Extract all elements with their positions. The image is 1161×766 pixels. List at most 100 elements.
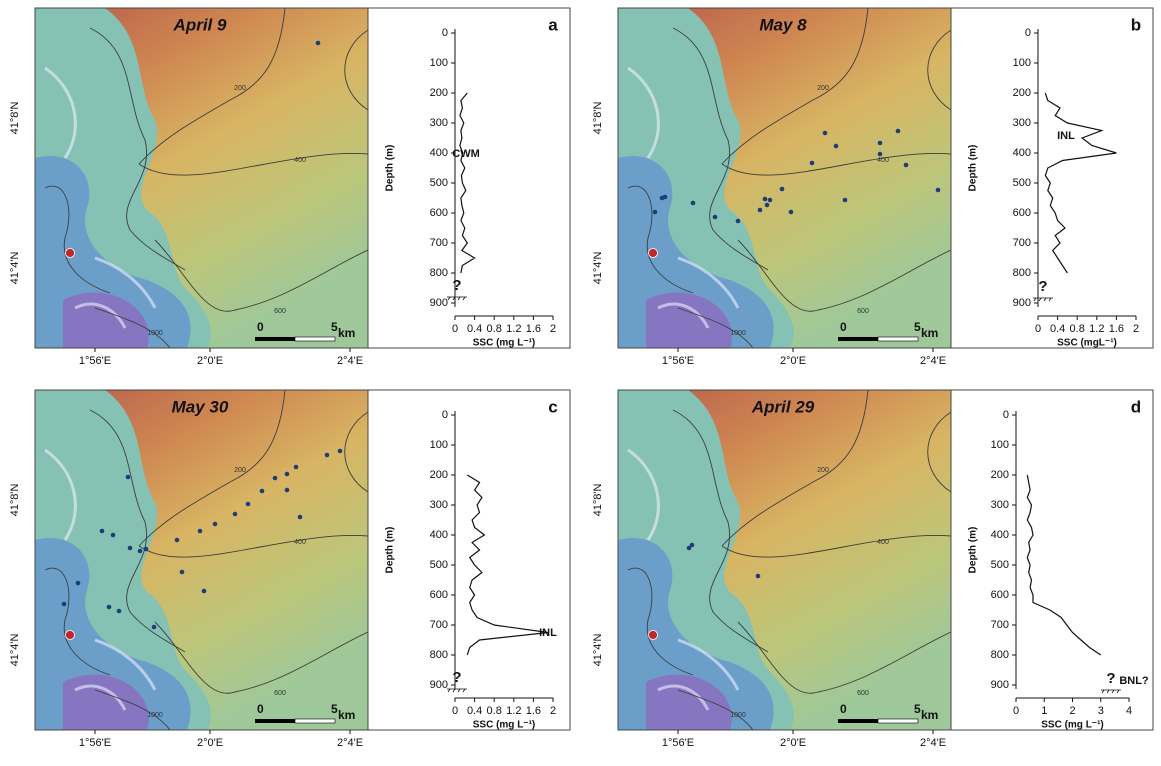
sample-station — [690, 200, 696, 206]
x-tick-label: 1.6 — [1109, 323, 1124, 335]
y-tick-label: 400 — [991, 529, 1009, 541]
annotation: ? — [1038, 278, 1047, 295]
bathymetry-map — [35, 390, 368, 730]
lat-label: 41°4'N — [9, 634, 21, 667]
sample-station — [293, 464, 299, 470]
contour-label: 1000 — [730, 712, 746, 719]
seabed-hatch — [1101, 689, 1121, 694]
map-title: May 8 — [759, 15, 807, 34]
contour-label: 600 — [274, 308, 286, 315]
sample-station — [106, 604, 112, 610]
y-tick-label: 0 — [442, 409, 448, 421]
x-tick-label: 0.4 — [1050, 323, 1065, 335]
scale-label: km — [921, 326, 938, 340]
sample-station — [297, 514, 303, 520]
x-tick-label: 1.2 — [506, 705, 521, 717]
x-tick-label: 4 — [1126, 705, 1132, 717]
scale-bar-black — [255, 719, 295, 723]
scale-label: 0 — [840, 702, 847, 716]
x-tick-label: 0.4 — [467, 705, 482, 717]
y-tick-label: 500 — [430, 177, 448, 189]
x-tick-label: 0 — [1013, 705, 1019, 717]
sample-station — [284, 471, 290, 477]
x-axis-label: SSC (mg L⁻¹) — [473, 338, 536, 349]
y-tick-label: 400 — [1013, 147, 1031, 159]
profile-frame — [367, 7, 571, 349]
annotation: INL — [1057, 130, 1075, 142]
x-tick-label: 0 — [452, 705, 458, 717]
sample-station — [174, 537, 180, 543]
y-tick-label: 500 — [991, 559, 1009, 571]
annotation: BNL? — [1119, 675, 1149, 687]
y-tick-label: 200 — [430, 87, 448, 99]
scale-bar-white — [294, 336, 336, 342]
contour-label: 200 — [234, 467, 246, 474]
contour-label: 400 — [294, 539, 306, 546]
sample-station — [272, 475, 278, 481]
contour-label: 400 — [877, 539, 889, 546]
ssc-profile — [459, 92, 476, 274]
sample-station — [337, 448, 343, 454]
y-tick-label: 100 — [1013, 57, 1031, 69]
scale-label: 5 — [331, 702, 338, 716]
annotation: ? — [452, 669, 461, 686]
contour-label: 400 — [877, 157, 889, 164]
y-tick-label: 600 — [430, 589, 448, 601]
sample-station — [197, 528, 203, 534]
lon-label: 1°56'E — [79, 355, 111, 367]
y-axis-label: Depth (m) — [385, 145, 396, 192]
contour-label: 600 — [274, 690, 286, 697]
x-tick-label: 2 — [550, 705, 556, 717]
sample-station — [779, 186, 785, 192]
profile-frame — [950, 389, 1154, 731]
scale-bar-black — [255, 337, 295, 341]
y-tick-label: 800 — [1013, 267, 1031, 279]
y-axis-label: Depth (m) — [968, 527, 979, 574]
y-tick-label: 100 — [991, 439, 1009, 451]
sample-station — [788, 209, 794, 215]
annotation: INL — [539, 627, 557, 639]
sample-station — [212, 521, 218, 527]
bathymetry-map — [35, 8, 368, 348]
scale-bar-black — [838, 719, 878, 723]
lon-label: 2°4'E — [337, 355, 363, 367]
contour-label: 1000 — [147, 712, 163, 719]
sample-station — [259, 488, 265, 494]
sample-station — [143, 546, 149, 552]
scale-label: 5 — [914, 320, 921, 334]
y-tick-label: 900 — [1013, 297, 1031, 309]
contour-label: 200 — [817, 85, 829, 92]
lon-label: 2°0'E — [780, 737, 806, 749]
x-tick-label: 1.2 — [506, 323, 521, 335]
lon-label: 2°0'E — [197, 355, 223, 367]
sample-station — [151, 624, 157, 630]
bathymetry-map — [618, 8, 951, 348]
ssc-profile — [466, 474, 549, 656]
map-title: April 29 — [751, 397, 815, 416]
lon-label: 1°56'E — [79, 737, 111, 749]
y-tick-label: 600 — [991, 589, 1009, 601]
sample-station — [232, 511, 238, 517]
panel-letter: a — [548, 15, 558, 34]
sample-station — [757, 207, 763, 213]
x-tick-label: 0.8 — [487, 323, 502, 335]
scale-label: 5 — [914, 702, 921, 716]
sample-station — [61, 601, 67, 607]
scale-bar-black — [838, 337, 878, 341]
contour-label: 600 — [857, 690, 869, 697]
sample-station — [877, 151, 883, 157]
contour-label: 200 — [234, 85, 246, 92]
sample-station — [833, 143, 839, 149]
seabed-hatch — [447, 296, 467, 301]
x-tick-label: 1 — [1041, 705, 1047, 717]
lat-label: 41°8'N — [9, 102, 21, 135]
lat-label: 41°8'N — [592, 102, 604, 135]
sample-station — [764, 202, 770, 208]
y-tick-label: 0 — [1003, 409, 1009, 421]
x-axis-label: SSC (mg L⁻¹) — [1041, 720, 1104, 731]
y-tick-label: 800 — [430, 649, 448, 661]
x-tick-label: 2 — [550, 323, 556, 335]
contour-label: 600 — [857, 308, 869, 315]
x-tick-label: 0 — [452, 323, 458, 335]
panel-letter: c — [548, 397, 557, 416]
